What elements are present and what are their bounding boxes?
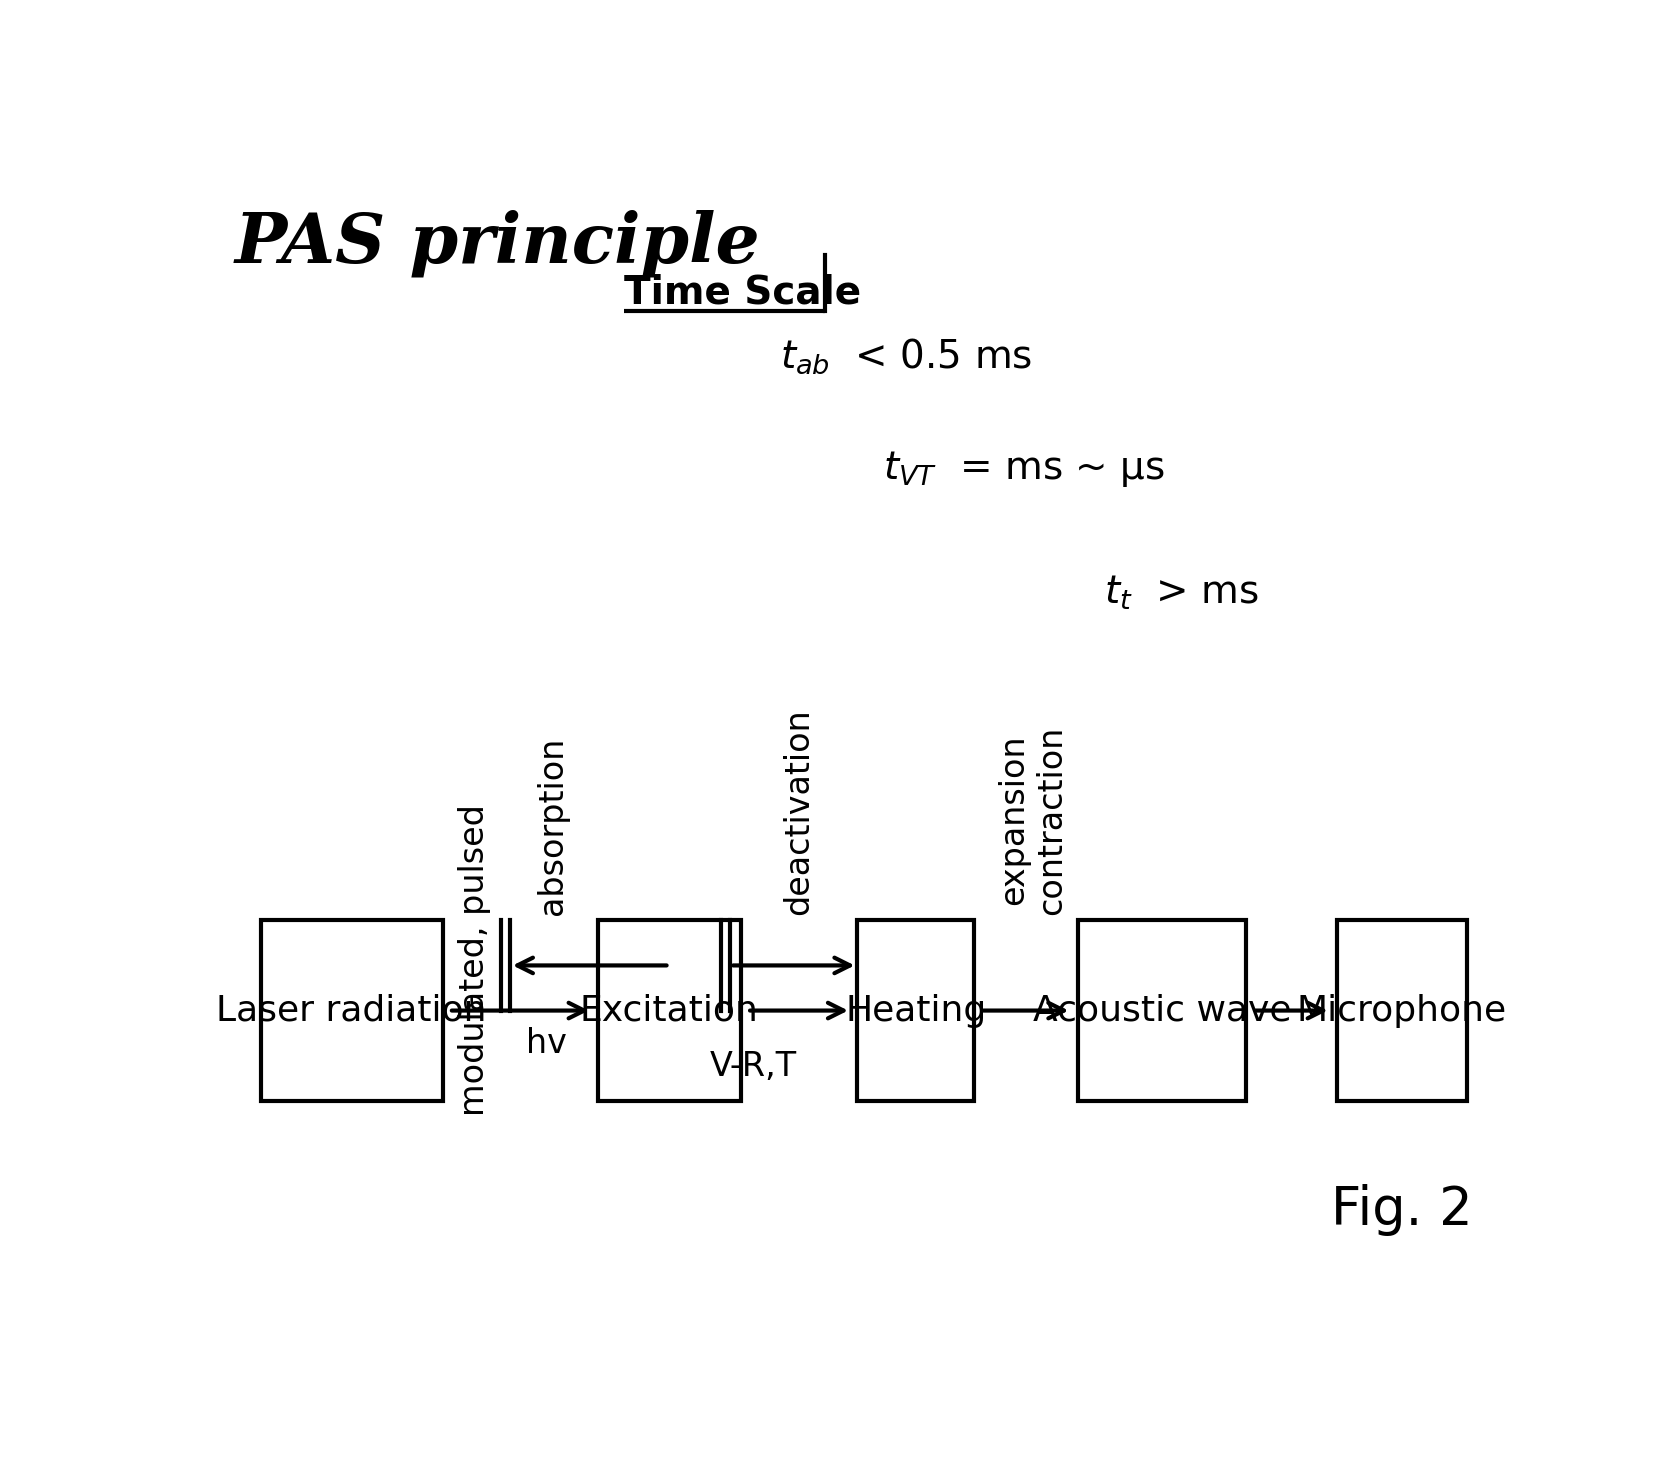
Bar [1077,920,1246,1100]
Text: hv: hv [525,1027,567,1061]
Text: $t_{ab}$  < 0.5 ms: $t_{ab}$ < 0.5 ms [780,337,1032,377]
Bar [857,920,974,1100]
Text: $t_t$  > ms: $t_t$ > ms [1104,574,1258,612]
Text: Microphone: Microphone [1297,993,1507,1027]
Text: Excitation: Excitation [581,993,760,1027]
Text: deactivation: deactivation [783,708,815,914]
Text: modulated, pulsed: modulated, pulsed [458,804,492,1116]
Text: Fig. 2: Fig. 2 [1332,1184,1472,1236]
Text: expansion
contraction: expansion contraction [997,725,1067,914]
Text: PAS principle: PAS principle [234,209,761,277]
Text: $t_{VT}$  = ms ~ μs: $t_{VT}$ = ms ~ μs [883,450,1164,489]
Bar [261,920,442,1100]
Text: Heating: Heating [845,993,987,1027]
Text: V-R,T: V-R,T [709,1050,798,1083]
Bar [1337,920,1467,1100]
Text: Time Scale: Time Scale [624,272,862,311]
Text: Acoustic wave: Acoustic wave [1032,993,1292,1027]
Text: Laser radiation: Laser radiation [216,993,487,1027]
Bar [599,920,741,1100]
Text: absorption: absorption [537,737,569,914]
